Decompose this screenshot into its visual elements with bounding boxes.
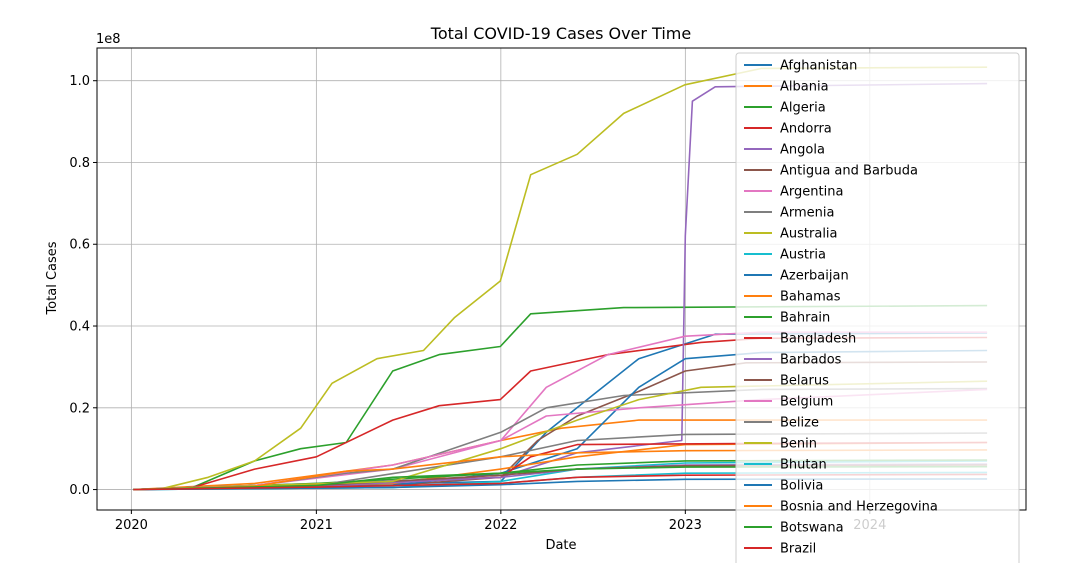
legend-label-afghanistan: Afghanistan: [780, 59, 857, 74]
legend-label-azerbaijan: Azerbaijan: [780, 269, 849, 284]
y-tick-label: 0.6: [69, 238, 90, 253]
chart-title: Total COVID-19 Cases Over Time: [430, 24, 691, 43]
x-tick-label: 2021: [300, 518, 333, 533]
x-axis-label: Date: [545, 538, 576, 553]
series-line-andorra: [133, 336, 988, 491]
series-line-benin: [133, 380, 988, 491]
legend-label-belize: Belize: [780, 416, 819, 431]
y-tick-label: 0.8: [69, 156, 90, 171]
legend-label-benin: Benin: [780, 437, 817, 452]
series-line-australia: [133, 66, 988, 491]
x-tick-label: 2023: [669, 518, 702, 533]
y-tick-label: 1.0: [69, 74, 90, 89]
legend-label-antigua-and-barbuda: Antigua and Barbuda: [780, 164, 918, 179]
legend-label-botswana: Botswana: [780, 521, 844, 536]
legend-label-australia: Australia: [780, 227, 838, 242]
plot-frame: [96, 47, 1027, 511]
series-line-antigua-and-barbuda: [133, 361, 988, 491]
y-axis-label: Total Cases: [45, 241, 60, 315]
legend-label-belarus: Belarus: [780, 374, 829, 389]
legend-label-belgium: Belgium: [780, 395, 833, 410]
legend-label-argentina: Argentina: [780, 185, 843, 200]
y-tick-label: 0.4: [69, 320, 90, 335]
legend-label-armenia: Armenia: [780, 206, 835, 221]
legend-label-albania: Albania: [780, 80, 829, 95]
legend: Afghanistan Albania Algeria Andorra Angola An…: [735, 52, 1020, 563]
legend-label-austria: Austria: [780, 248, 826, 263]
legend-label-bosnia-and-herzegovina: Bosnia and Herzegovina: [780, 500, 938, 515]
series-line-bosnia-and-herzegovina: [133, 449, 988, 491]
legend-label-bolivia: Bolivia: [780, 479, 823, 494]
legend-label-bangladesh: Bangladesh: [780, 332, 856, 347]
legend-label-brazil: Brazil: [780, 542, 816, 557]
x-tick-label: 2020: [115, 518, 148, 533]
x-tick-label: 2022: [484, 518, 517, 533]
legend-label-andorra: Andorra: [780, 122, 832, 137]
y-axis-ticks: 0.0 0.2 0.4 0.6 0.8 1.0: [69, 74, 97, 498]
legend-label-barbados: Barbados: [780, 353, 842, 368]
legend-label-bahamas: Bahamas: [780, 290, 841, 305]
y-tick-label: 0.0: [69, 483, 90, 498]
y-axis-offset: 1e8: [96, 32, 121, 47]
legend-box: [735, 52, 1020, 563]
y-tick-label: 0.2: [69, 401, 90, 416]
legend-label-angola: Angola: [780, 143, 825, 158]
series-line-botswana: [133, 465, 988, 491]
legend-label-bahrain: Bahrain: [780, 311, 830, 326]
legend-label-bhutan: Bhutan: [780, 458, 827, 473]
legend-label-algeria: Algeria: [780, 101, 826, 116]
series-line-algeria: [133, 304, 988, 491]
